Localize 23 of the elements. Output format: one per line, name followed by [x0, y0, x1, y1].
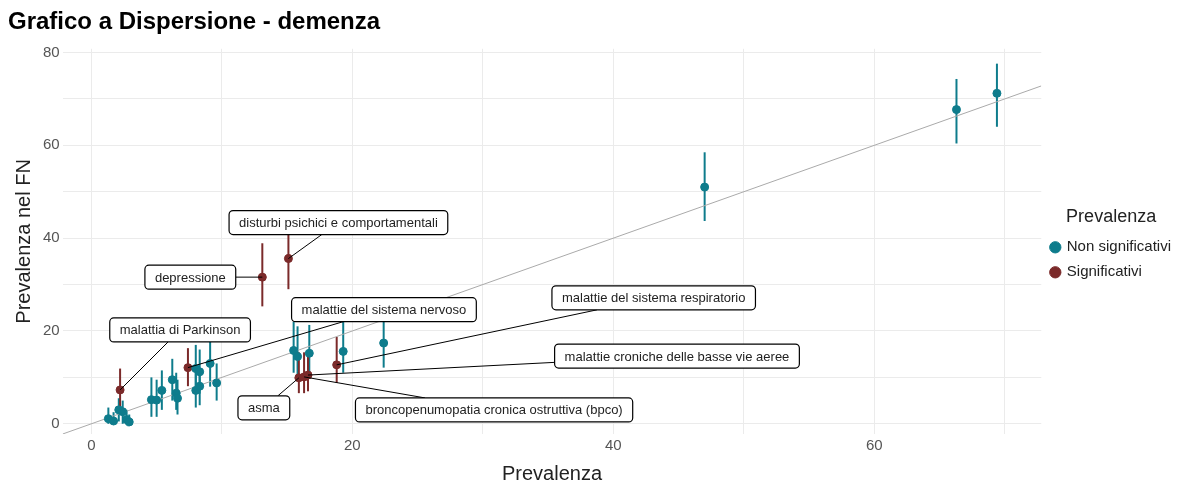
x-tick-label: 0	[87, 436, 96, 454]
y-tick-label: 80	[43, 42, 60, 60]
annotation: malattie croniche delle basse vie aeree	[564, 348, 790, 364]
legend-title: Prevalenza	[1066, 206, 1158, 227]
annotation: broncopenumopatia cronica ostruttiva (bpco)	[365, 402, 623, 418]
annotation: disturbi psichici e comportamentali	[239, 215, 438, 231]
y-tick-label: 40	[43, 228, 60, 246]
annotation: asma	[247, 400, 281, 416]
chart-title: Grafico a Dispersione - demenza	[8, 7, 381, 35]
annotation: malattie del sistema nervoso	[301, 302, 467, 318]
legend-label: Significativi	[1066, 262, 1142, 280]
y-tick-label: 60	[43, 135, 60, 153]
y-axis-title: Prevalenza nel FN	[11, 159, 34, 324]
x-tick-label: 40	[604, 436, 622, 454]
y-tick-label: 20	[43, 321, 60, 339]
y-tick-label: 0	[51, 413, 60, 431]
annotation: malattie del sistema respiratorio	[561, 290, 746, 306]
x-axis-title: Prevalenza	[501, 461, 603, 484]
legend-label: Non significativi	[1066, 237, 1172, 255]
annotation: malattia di Parkinson	[119, 322, 241, 338]
annotation: depressione	[154, 269, 226, 285]
x-tick-label: 20	[344, 436, 361, 454]
x-tick-label: 60	[865, 436, 883, 454]
